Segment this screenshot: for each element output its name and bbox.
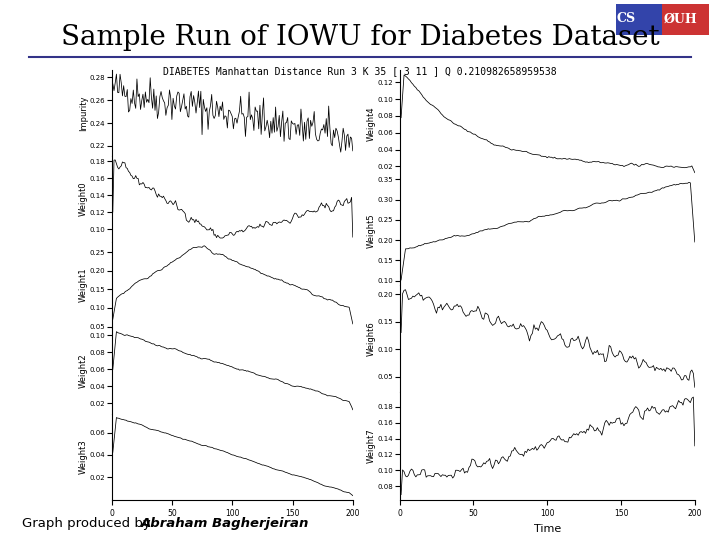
Y-axis label: Weight7: Weight7	[367, 428, 377, 463]
Y-axis label: Weight4: Weight4	[367, 106, 377, 141]
X-axis label: Time: Time	[534, 524, 561, 534]
Text: ØUH: ØUH	[664, 12, 698, 25]
Bar	[616, 4, 662, 35]
Y-axis label: Weight6: Weight6	[367, 321, 377, 356]
Y-axis label: Weight2: Weight2	[79, 353, 89, 388]
Y-axis label: Weight0: Weight0	[79, 181, 89, 217]
Text: CS: CS	[617, 12, 636, 25]
Y-axis label: Weight3: Weight3	[79, 439, 89, 474]
Text: DIABETES Manhattan Distance Run 3 K 35 [ 3 11 ] Q 0.210982658959538: DIABETES Manhattan Distance Run 3 K 35 […	[163, 66, 557, 76]
Y-axis label: Weight1: Weight1	[79, 267, 89, 302]
Y-axis label: Impurity: Impurity	[79, 96, 89, 131]
Text: Sample Run of IOWU for Diabetes Dataset: Sample Run of IOWU for Diabetes Dataset	[60, 24, 660, 51]
Bar	[662, 4, 709, 35]
Text: Abraham Bagherjeiran: Abraham Bagherjeiran	[140, 517, 309, 530]
Y-axis label: Weight5: Weight5	[367, 214, 377, 248]
Text: Graph produced by: Graph produced by	[22, 517, 155, 530]
